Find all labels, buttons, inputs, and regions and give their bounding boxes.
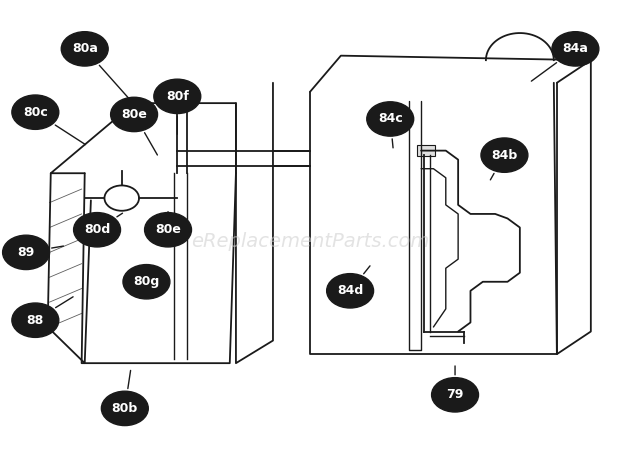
Text: 84a: 84a [562, 42, 588, 56]
Circle shape [102, 391, 148, 425]
Text: 89: 89 [17, 246, 35, 259]
Circle shape [481, 138, 528, 172]
Circle shape [367, 102, 414, 136]
Circle shape [12, 95, 59, 129]
FancyBboxPatch shape [417, 145, 435, 156]
Text: 79: 79 [446, 388, 464, 401]
Text: 84d: 84d [337, 284, 363, 297]
Circle shape [123, 264, 170, 299]
Circle shape [110, 97, 157, 131]
Circle shape [552, 32, 599, 66]
Circle shape [2, 235, 50, 269]
Text: 80a: 80a [72, 42, 98, 56]
Text: 80c: 80c [23, 106, 48, 119]
Text: 80e: 80e [121, 108, 147, 121]
Circle shape [61, 32, 108, 66]
Circle shape [74, 212, 120, 247]
Text: 88: 88 [27, 313, 44, 327]
Text: 80g: 80g [133, 275, 159, 288]
Circle shape [327, 273, 374, 308]
Circle shape [12, 303, 59, 338]
Text: eReplacementParts.com: eReplacementParts.com [191, 232, 429, 251]
Text: 80e: 80e [155, 223, 181, 236]
Circle shape [144, 212, 192, 247]
Text: 80b: 80b [112, 402, 138, 415]
Text: 84b: 84b [491, 149, 518, 162]
Text: 80f: 80f [166, 90, 188, 103]
Circle shape [154, 79, 201, 114]
Text: 84c: 84c [378, 112, 402, 126]
Circle shape [432, 378, 479, 412]
Text: 80d: 80d [84, 223, 110, 236]
